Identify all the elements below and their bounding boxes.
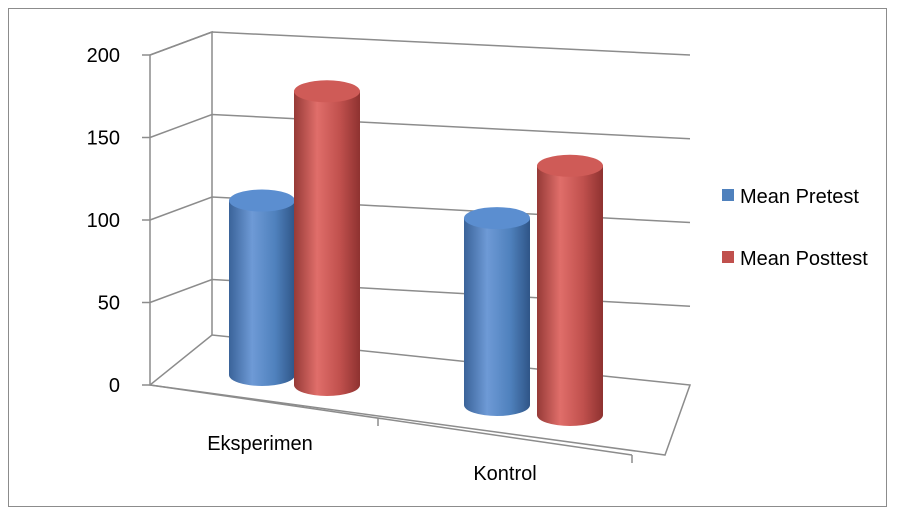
gridline <box>149 278 691 307</box>
legend-swatch-pretest <box>722 189 734 201</box>
y-tick-label: 0 <box>109 375 120 397</box>
gridlines <box>142 31 691 307</box>
cylinder-body <box>537 165 603 427</box>
y-tick-label: 100 <box>87 210 120 232</box>
y-tick-label: 50 <box>98 293 120 315</box>
y-axis-tick-labels: 0 50 100 150 200 <box>87 45 120 397</box>
y-tick-label: 150 <box>87 128 120 150</box>
cylinder-top <box>537 154 603 177</box>
gridline <box>149 113 691 140</box>
cylinder-body <box>464 218 530 416</box>
y-tick-label: 200 <box>87 45 120 67</box>
x-tick-label: Kontrol <box>473 463 536 485</box>
x-axis-line <box>149 384 633 456</box>
bar-eksperimen-pretest <box>229 189 295 386</box>
legend: Mean Pretest Mean Posttest <box>722 186 868 270</box>
legend-label-pretest: Mean Pretest <box>740 186 859 208</box>
chart-frame <box>8 8 887 507</box>
cylinder-body <box>229 200 295 386</box>
floor <box>148 334 692 456</box>
gridline <box>149 196 691 224</box>
legend-label-posttest: Mean Posttest <box>740 248 868 270</box>
x-tick-label: Eksperimen <box>207 433 313 455</box>
chart-walls <box>142 30 692 456</box>
bar-kontrol-pretest <box>464 207 530 416</box>
cylinder-top <box>464 207 530 230</box>
bars <box>229 80 603 427</box>
legend-swatch-posttest <box>722 251 734 263</box>
x-axis-tick-labels: Eksperimen Kontrol <box>207 418 633 485</box>
cylinder-body <box>294 91 360 397</box>
bar-kontrol-posttest <box>537 154 603 427</box>
cylinder-top <box>229 189 295 212</box>
gridline <box>149 31 691 56</box>
bar-eksperimen-posttest <box>294 80 360 397</box>
cylinder-top <box>294 80 360 103</box>
